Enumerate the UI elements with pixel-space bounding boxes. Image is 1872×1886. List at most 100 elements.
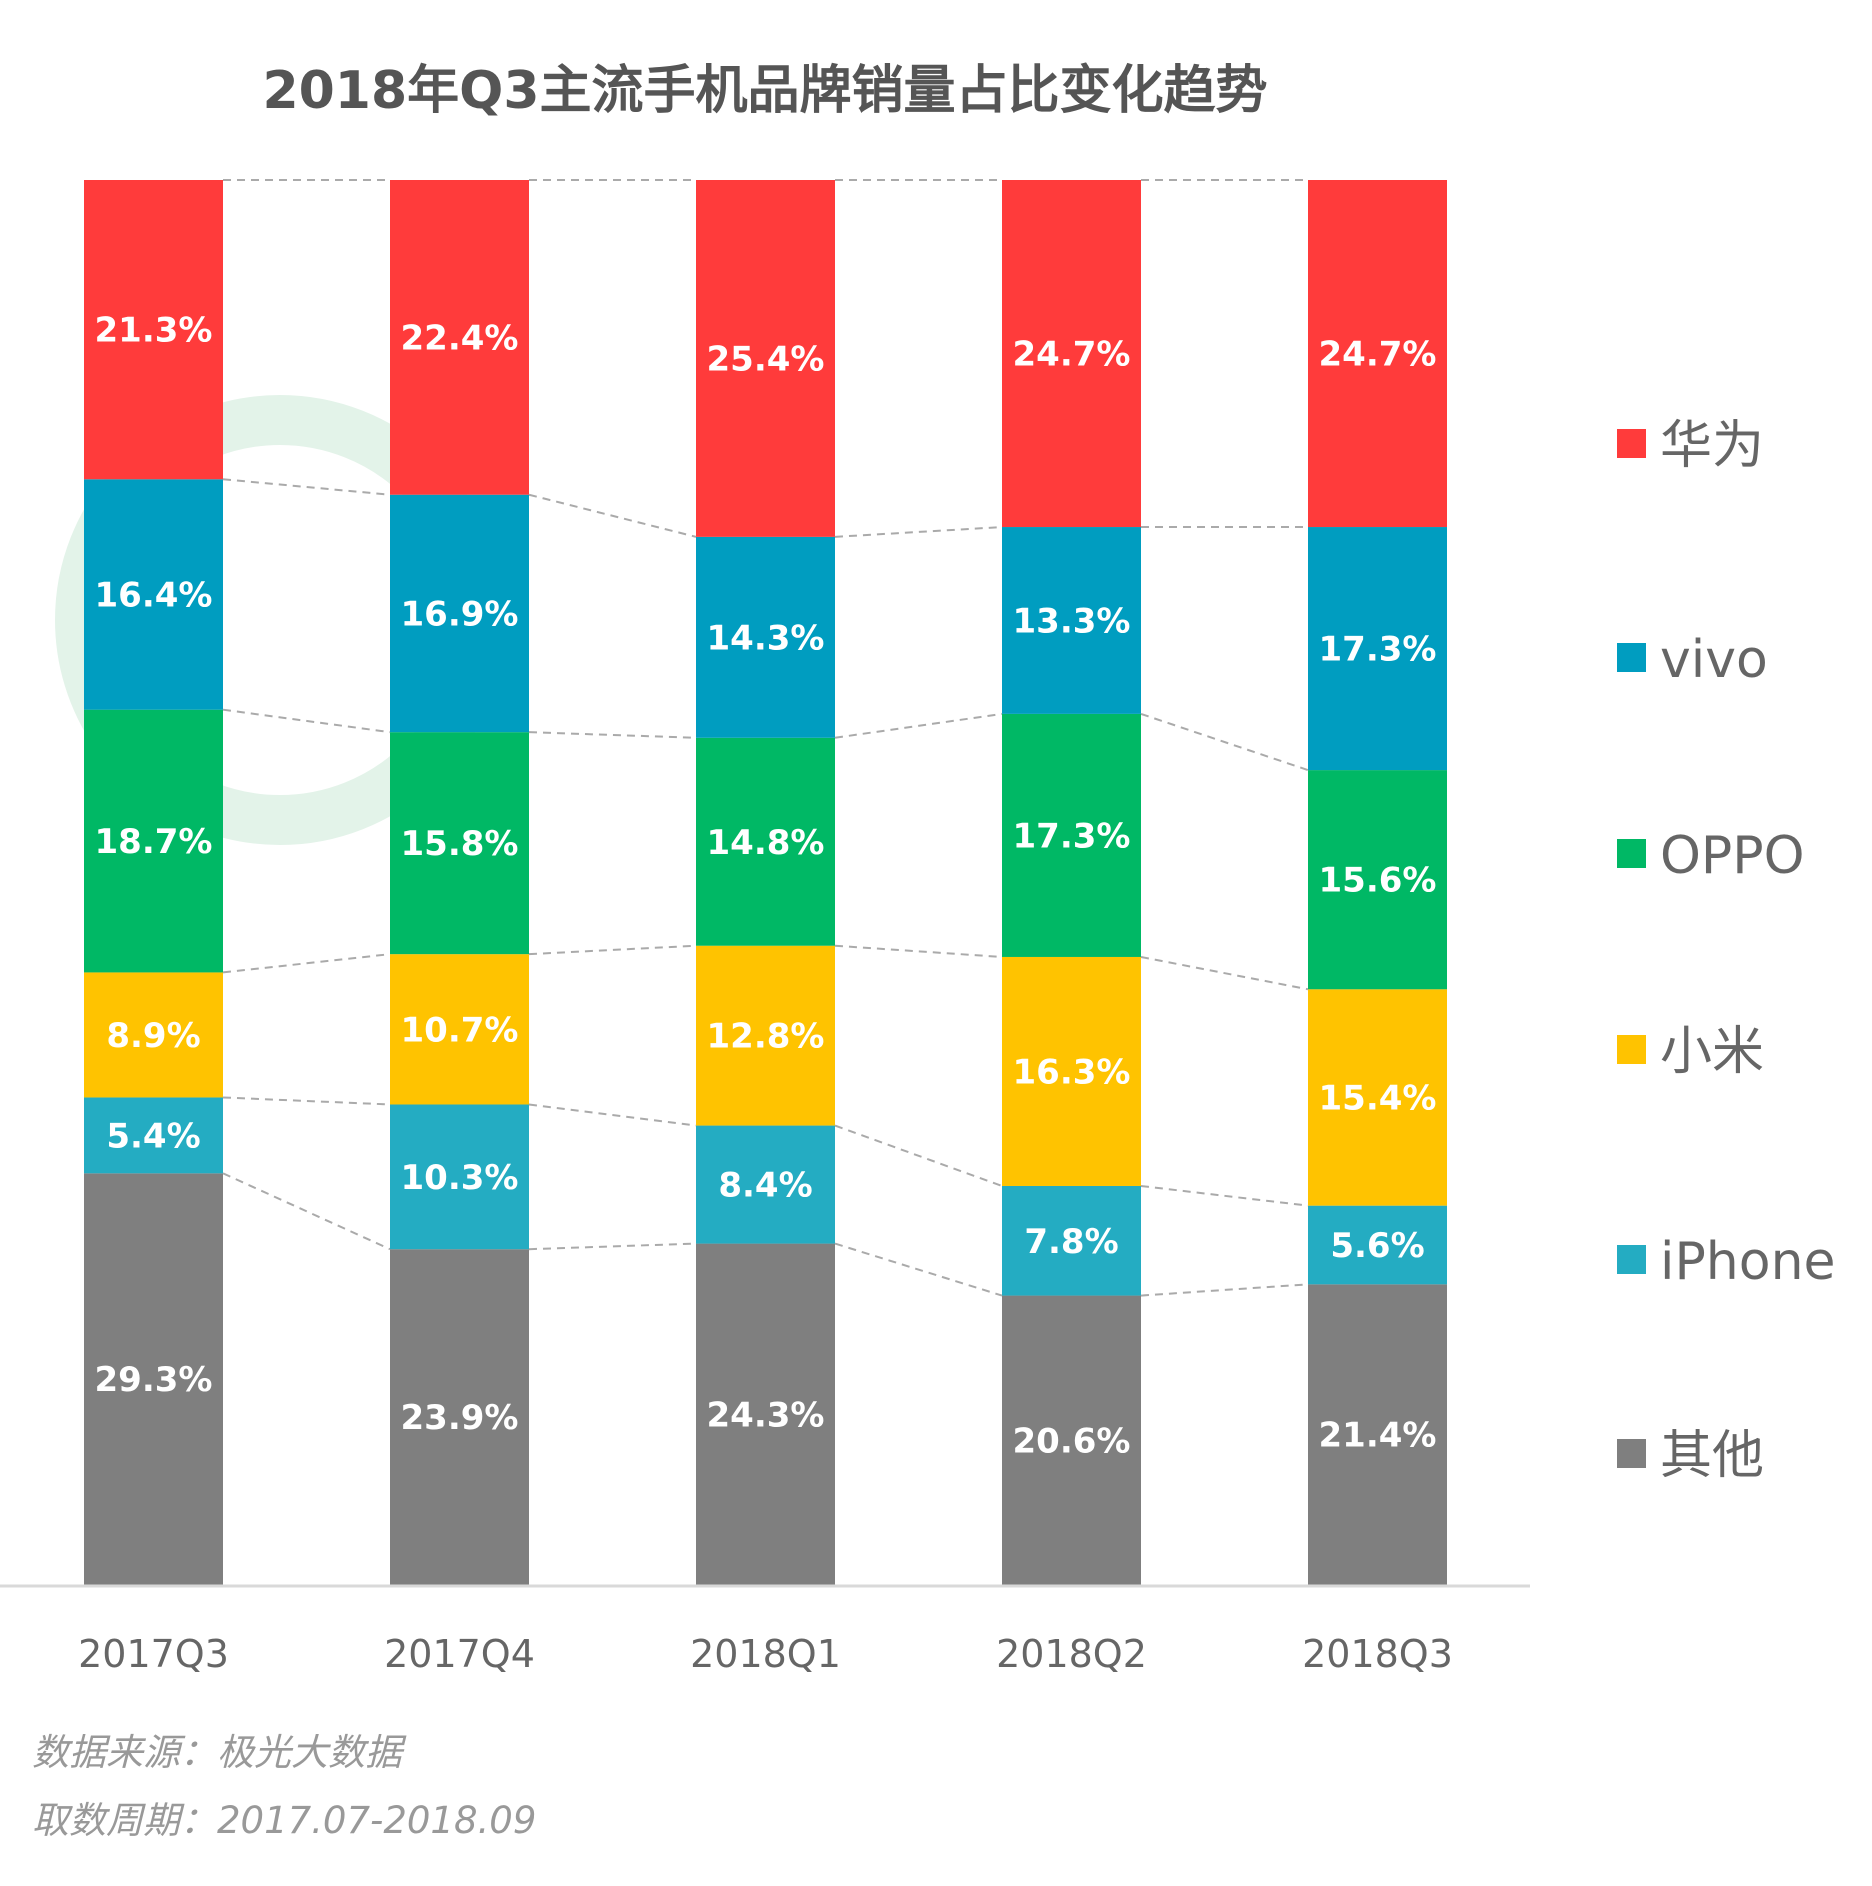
- bar-segment: [84, 1097, 223, 1174]
- data-label: 29.3%: [95, 1360, 213, 1400]
- bar-segment: [1002, 956, 1141, 1186]
- bar-segment: [1308, 770, 1447, 990]
- connector-line: [1140, 1184, 1309, 1207]
- connector-line: [222, 478, 391, 496]
- legend-label: 小米: [1660, 1022, 1764, 1082]
- data-label: 21.4%: [1319, 1416, 1437, 1456]
- legend-swatch: [1617, 1245, 1646, 1274]
- bar-segment: [1002, 527, 1141, 714]
- data-label: 17.3%: [1013, 816, 1131, 856]
- legend-label: 华为: [1660, 416, 1764, 476]
- bar-segment: [1002, 713, 1141, 957]
- data-label: 24.7%: [1319, 335, 1437, 375]
- bar-segment: [390, 180, 529, 495]
- connector-line: [1140, 955, 1309, 991]
- bar-segment: [1002, 180, 1141, 528]
- data-label: 13.3%: [1013, 601, 1131, 641]
- legend-label: OPPO: [1660, 826, 1805, 886]
- connector-line: [834, 1242, 1003, 1297]
- connector-line: [222, 1096, 391, 1106]
- bar-segment: [390, 732, 529, 955]
- x-tick-label: 2018Q2: [996, 1632, 1147, 1676]
- bar-segment: [1308, 180, 1447, 528]
- legend-swatch: [1617, 839, 1646, 868]
- connector-line: [528, 1242, 697, 1251]
- data-label: 8.9%: [106, 1016, 200, 1056]
- data-label: 16.3%: [1013, 1052, 1131, 1092]
- bar-segment: [1308, 1205, 1447, 1285]
- connector-line: [528, 493, 697, 538]
- connector-line: [528, 731, 697, 739]
- legend-label: 其他: [1660, 1426, 1764, 1486]
- x-tick-label: 2017Q4: [384, 1632, 535, 1676]
- bar-segment: [1002, 1185, 1141, 1296]
- data-label: 8.4%: [718, 1166, 812, 1206]
- data-label: 21.3%: [95, 311, 213, 351]
- bar-segment: [390, 1104, 529, 1250]
- data-label: 17.3%: [1319, 630, 1437, 670]
- connector-line: [834, 712, 1003, 739]
- bar-segment: [696, 536, 835, 738]
- data-label: 7.8%: [1024, 1222, 1118, 1262]
- bar-segment: [1308, 1284, 1447, 1585]
- bar-segment: [84, 479, 223, 710]
- data-label: 15.8%: [401, 824, 519, 864]
- legend-swatch: [1617, 1035, 1646, 1064]
- data-label: 15.6%: [1319, 861, 1437, 901]
- stacked-bar-chart: 29.3% 5.4% 8.9% 18.7% 16.4% 21.3% 2017Q3 23.9% 1…: [0, 179, 1836, 1676]
- connector-line: [834, 1124, 1003, 1187]
- source-note: 数据来源：极光大数据: [32, 1731, 402, 1774]
- data-label: 22.4%: [401, 318, 519, 358]
- bar-segment: [696, 945, 835, 1126]
- connector-line: [528, 944, 697, 956]
- data-label: 5.6%: [1330, 1226, 1424, 1266]
- bar-segment: [84, 180, 223, 480]
- data-label: 23.9%: [401, 1398, 519, 1438]
- bar-segment: [390, 1249, 529, 1585]
- bar-segment: [84, 1173, 223, 1585]
- bar-segment: [1002, 1295, 1141, 1585]
- bar-segment: [696, 180, 835, 537]
- data-label: 24.3%: [707, 1395, 825, 1435]
- connector-line: [1140, 712, 1309, 772]
- bar-segment: [1308, 989, 1447, 1206]
- connector-line: [222, 1172, 391, 1251]
- data-label: 16.9%: [401, 594, 519, 634]
- data-label: 16.4%: [95, 575, 213, 615]
- connector-line: [834, 944, 1003, 958]
- connector-line: [222, 953, 391, 974]
- data-label: 10.7%: [401, 1010, 519, 1050]
- data-label: 24.7%: [1013, 335, 1131, 375]
- data-label: 20.6%: [1013, 1421, 1131, 1461]
- data-label: 18.7%: [95, 822, 213, 862]
- bar-segment: [84, 972, 223, 1098]
- data-label: 5.4%: [106, 1116, 200, 1156]
- legend-label: iPhone: [1660, 1232, 1836, 1292]
- connector-line: [834, 526, 1003, 538]
- bar-segment: [390, 494, 529, 733]
- legend-swatch: [1617, 1439, 1646, 1468]
- x-tick-label: 2017Q3: [78, 1632, 229, 1676]
- legend-swatch: [1617, 643, 1646, 672]
- legend-label: vivo: [1660, 630, 1768, 690]
- period-note: 取数周期：2017.07-2018.09: [32, 1799, 537, 1842]
- data-label: 25.4%: [707, 339, 825, 379]
- x-tick-label: 2018Q1: [690, 1632, 841, 1676]
- bar-segment: [696, 1243, 835, 1585]
- data-label: 12.8%: [707, 1017, 825, 1057]
- bar-segment: [696, 1125, 835, 1244]
- x-tick-label: 2018Q3: [1302, 1632, 1453, 1676]
- bar-segment: [390, 954, 529, 1105]
- data-label: 14.8%: [707, 823, 825, 863]
- bar-segment: [696, 737, 835, 946]
- connector-line: [528, 1103, 697, 1127]
- chart-title: 2018年Q3主流手机品牌销量占比变化趋势: [262, 61, 1268, 121]
- legend-swatch: [1617, 429, 1646, 458]
- bar-segment: [1308, 527, 1447, 771]
- data-label: 10.3%: [401, 1158, 519, 1198]
- bar-segment: [84, 709, 223, 973]
- data-label: 14.3%: [707, 618, 825, 658]
- connector-line: [1140, 1283, 1309, 1297]
- connector-line: [222, 708, 391, 734]
- data-label: 15.4%: [1319, 1078, 1437, 1118]
